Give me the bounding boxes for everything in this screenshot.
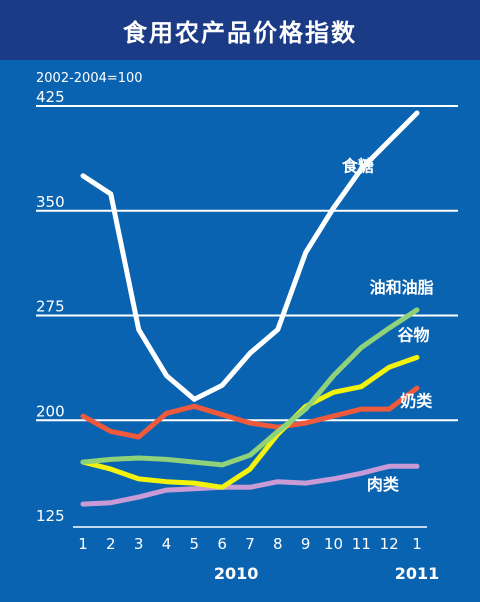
series-line <box>80 307 420 468</box>
x-tick-label: 1 <box>78 535 88 553</box>
y-tick-label: 275 <box>36 298 65 316</box>
series-line <box>80 463 420 507</box>
x-tick-label: 1 <box>412 535 422 553</box>
series-line <box>80 385 420 440</box>
year-label: 2011 <box>395 564 440 583</box>
chart-title: 食用农产品价格指数 <box>0 0 480 60</box>
y-tick-label: 425 <box>36 88 65 106</box>
y-tick-label: 125 <box>36 507 65 525</box>
x-tick-label: 5 <box>190 535 200 553</box>
x-tick-label: 6 <box>217 535 227 553</box>
y-tick-label: 350 <box>36 193 65 211</box>
x-tick-label: 9 <box>301 535 311 553</box>
series-lines <box>80 110 420 507</box>
x-tick-label: 3 <box>134 535 144 553</box>
x-tick-label: 2 <box>106 535 116 553</box>
x-tick-label: 8 <box>273 535 283 553</box>
x-tick-label: 11 <box>352 535 371 553</box>
series-line <box>80 354 420 490</box>
series-label: 肉类 <box>367 475 400 494</box>
series-label: 食糖 <box>341 157 374 176</box>
x-tick-label: 4 <box>162 535 172 553</box>
series-label: 油和油脂 <box>370 278 434 297</box>
series-line <box>80 110 420 402</box>
x-tick-label: 10 <box>324 535 343 553</box>
unit-note: 2002-2004=100 <box>36 71 143 86</box>
grid-lines <box>36 105 458 528</box>
y-tick-label: 200 <box>36 402 65 420</box>
series-label: 谷物 <box>398 326 430 345</box>
x-tick-label: 12 <box>380 535 399 553</box>
year-label: 2010 <box>214 564 259 583</box>
series-label: 奶类 <box>400 391 433 410</box>
x-tick-label: 7 <box>245 535 255 553</box>
